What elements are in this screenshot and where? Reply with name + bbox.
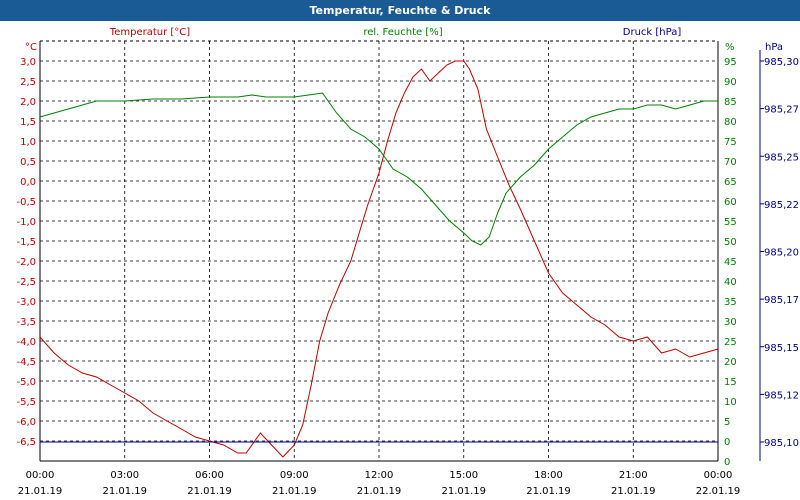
right1-tick-label: 50 [724, 237, 737, 248]
right1-tick-label: 65 [724, 177, 737, 188]
left-tick-label: -4,0 [16, 337, 36, 348]
left-tick-label: 0,5 [20, 157, 36, 168]
right1-tick-label: 85 [724, 97, 737, 108]
chart-title-bar: Temperatur, Feuchte & Druck [0, 0, 800, 21]
x-tick-time: 00:00 [704, 470, 733, 481]
x-tick-date: 21.01.19 [357, 486, 402, 497]
right1-tick-label: 20 [724, 357, 737, 368]
x-tick-date: 22.01.19 [696, 486, 741, 497]
right2-tick-label: 985,30 [764, 57, 799, 68]
left-tick-label: -1,0 [16, 217, 36, 228]
right1-tick-label: 0 [724, 457, 730, 468]
left-tick-label: 0,0 [20, 177, 36, 188]
right2-tick-label: 985,27 [764, 105, 799, 116]
left-axis-unit: °C [25, 42, 37, 53]
x-tick-date: 21.01.19 [102, 486, 147, 497]
right1-tick-label: 45 [724, 257, 737, 268]
right2-tick-label: 985,20 [764, 248, 799, 259]
right1-tick-label: 0 [724, 437, 730, 448]
right2-tick-label: 985,12 [764, 390, 799, 401]
axes [39, 40, 764, 462]
x-tick-date: 21.01.19 [187, 486, 232, 497]
right2-tick-label: 985,15 [764, 343, 799, 354]
right1-tick-label: 15 [724, 377, 737, 388]
x-tick-time: 21:00 [619, 470, 648, 481]
right1-tick-label: 70 [724, 157, 737, 168]
right2-tick-label: 985,10 [764, 438, 799, 449]
left-tick-label: -5,0 [16, 377, 36, 388]
x-tick-date: 21.01.19 [611, 486, 656, 497]
right1-tick-label: 30 [724, 317, 737, 328]
right1-axis-title: rel. Feuchte [%] [363, 27, 442, 38]
chart-background [0, 21, 800, 500]
x-tick-date: 21.01.19 [272, 486, 317, 497]
x-tick-date: 21.01.19 [526, 486, 571, 497]
labels-layer: 3,0 95 2,5 90 2,0 85 1,5 80 1,0 75 0,5 70 0,0 65 -0,5 6… [16, 27, 799, 497]
temperature-line [39, 60, 719, 458]
x-tick-date: 21.01.19 [441, 486, 486, 497]
x-tick-time: 09:00 [280, 470, 309, 481]
x-tick-date: 21.01.19 [18, 486, 63, 497]
right2-axis-unit: hPa [765, 42, 783, 53]
x-tick-time: 03:00 [110, 470, 139, 481]
left-tick-label: 1,5 [20, 117, 36, 128]
left-tick-label: -0,5 [16, 197, 36, 208]
x-tick-time: 12:00 [365, 470, 394, 481]
left-tick-label: 2,0 [20, 97, 36, 108]
grid [40, 41, 718, 461]
right2-tick-label: 985,17 [764, 295, 799, 306]
right1-tick-label: 35 [724, 297, 737, 308]
left-tick-label: -4,5 [16, 357, 36, 368]
left-tick-label: 1,0 [20, 137, 36, 148]
x-tick-time: 15:00 [449, 470, 478, 481]
series-layer [39, 60, 719, 458]
right1-tick-label: 95 [724, 57, 737, 68]
x-tick-time: 18:00 [534, 470, 563, 481]
right1-axis-unit: % [725, 42, 735, 53]
left-axis-title: Temperatur [°C] [109, 27, 190, 38]
left-tick-label: -6,5 [16, 437, 36, 448]
right2-tick-label: 985,25 [764, 152, 799, 163]
right1-tick-label: 55 [724, 217, 737, 228]
chart-title: Temperatur, Feuchte & Druck [309, 4, 491, 17]
right1-tick-label: 40 [724, 277, 737, 288]
right2-tick-label: 985,22 [764, 200, 799, 211]
right1-tick-label: 80 [724, 117, 737, 128]
right1-tick-label: 60 [724, 197, 737, 208]
right1-tick-label: 25 [724, 337, 737, 348]
left-tick-label: -1,5 [16, 237, 36, 248]
x-tick-time: 00:00 [26, 470, 55, 481]
left-tick-label: -3,0 [16, 297, 36, 308]
left-tick-label: -5,5 [16, 397, 36, 408]
left-tick-label: 3,0 [20, 57, 36, 68]
right1-tick-label: 10 [724, 397, 737, 408]
left-tick-label: -6,0 [16, 417, 36, 428]
left-tick-label: -2,5 [16, 277, 36, 288]
left-tick-label: 2,5 [20, 77, 36, 88]
left-tick-label: -2,0 [16, 257, 36, 268]
left-tick-label: -3,5 [16, 317, 36, 328]
right1-tick-label: 75 [724, 137, 737, 148]
right1-tick-label: 90 [724, 77, 737, 88]
right2-axis-title: Druck [hPa] [623, 27, 682, 38]
x-tick-time: 06:00 [195, 470, 224, 481]
humidity-line [39, 92, 718, 246]
right1-tick-label: 5 [724, 417, 730, 428]
